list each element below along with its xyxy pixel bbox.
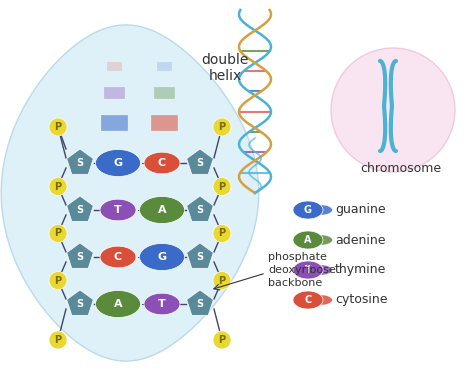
Polygon shape <box>157 62 173 71</box>
Text: P: P <box>55 276 62 285</box>
Polygon shape <box>100 246 136 268</box>
Text: P: P <box>219 122 226 132</box>
Text: S: S <box>76 252 83 262</box>
Text: C: C <box>304 295 311 305</box>
Polygon shape <box>317 265 332 275</box>
Polygon shape <box>155 87 175 99</box>
Text: S: S <box>76 299 83 309</box>
Polygon shape <box>187 243 213 268</box>
Circle shape <box>49 331 67 349</box>
Polygon shape <box>144 293 180 315</box>
Circle shape <box>213 225 231 243</box>
Circle shape <box>213 118 231 136</box>
Polygon shape <box>187 196 213 222</box>
Text: cytosine: cytosine <box>335 293 388 307</box>
Text: S: S <box>196 205 203 215</box>
Text: T: T <box>158 299 166 309</box>
Text: T: T <box>114 205 122 215</box>
Polygon shape <box>317 205 332 215</box>
Text: S: S <box>76 205 83 215</box>
Text: P: P <box>219 228 226 239</box>
Polygon shape <box>293 231 323 249</box>
Polygon shape <box>293 261 323 279</box>
Ellipse shape <box>331 48 455 172</box>
Text: adenine: adenine <box>335 234 385 246</box>
Text: thymine: thymine <box>335 263 386 276</box>
Circle shape <box>213 331 231 349</box>
Polygon shape <box>100 199 136 221</box>
Polygon shape <box>96 291 140 318</box>
Text: phosphate
deoxyribose
backbone: phosphate deoxyribose backbone <box>268 252 336 288</box>
Text: P: P <box>55 122 62 132</box>
Text: P: P <box>55 181 62 192</box>
Text: P: P <box>219 335 226 345</box>
Circle shape <box>49 118 67 136</box>
Text: G: G <box>113 158 123 168</box>
Text: A: A <box>304 235 312 245</box>
Polygon shape <box>1 25 259 361</box>
Text: P: P <box>55 335 62 345</box>
Polygon shape <box>67 149 93 174</box>
Polygon shape <box>187 149 213 174</box>
Text: S: S <box>76 158 83 168</box>
Text: S: S <box>196 299 203 309</box>
Polygon shape <box>317 295 332 305</box>
Polygon shape <box>104 87 126 99</box>
Text: C: C <box>114 252 122 262</box>
Polygon shape <box>67 290 93 315</box>
Text: P: P <box>219 276 226 285</box>
Text: A: A <box>158 205 166 215</box>
Polygon shape <box>67 196 93 222</box>
Polygon shape <box>101 115 128 131</box>
Text: P: P <box>219 181 226 192</box>
Polygon shape <box>317 235 332 245</box>
Text: chromosome: chromosome <box>360 161 442 175</box>
Circle shape <box>49 178 67 195</box>
Text: P: P <box>55 228 62 239</box>
Text: T: T <box>305 265 311 275</box>
Text: C: C <box>158 158 166 168</box>
Text: S: S <box>196 158 203 168</box>
Text: G: G <box>157 252 166 262</box>
Polygon shape <box>139 243 184 271</box>
Text: G: G <box>304 205 312 215</box>
Text: S: S <box>196 252 203 262</box>
Circle shape <box>213 178 231 195</box>
Circle shape <box>49 225 67 243</box>
Polygon shape <box>67 243 93 268</box>
Text: double
helix: double helix <box>201 53 249 83</box>
Polygon shape <box>187 290 213 315</box>
Circle shape <box>49 271 67 290</box>
Polygon shape <box>144 152 180 174</box>
Text: guanine: guanine <box>335 203 386 217</box>
Text: A: A <box>114 299 122 309</box>
Polygon shape <box>152 115 179 131</box>
Polygon shape <box>139 197 184 223</box>
Polygon shape <box>96 150 140 177</box>
Polygon shape <box>108 62 122 71</box>
Polygon shape <box>293 201 323 219</box>
Circle shape <box>213 271 231 290</box>
Polygon shape <box>293 291 323 309</box>
